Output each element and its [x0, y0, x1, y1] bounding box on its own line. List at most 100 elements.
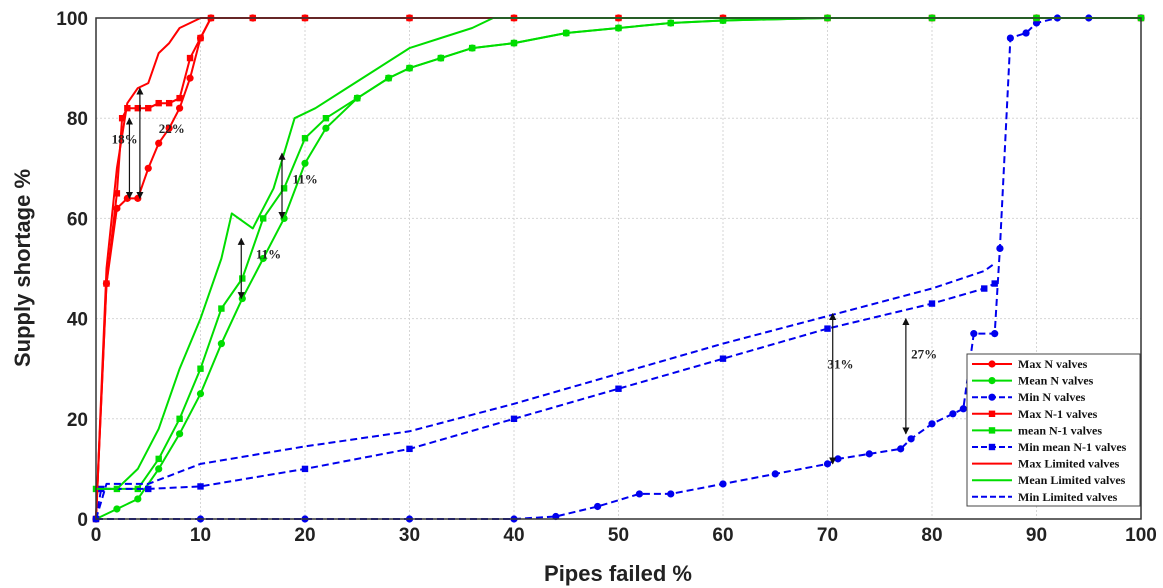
annotation-label: 22%: [159, 121, 185, 136]
series-8: [95, 262, 996, 520]
annotation-label: 11%: [292, 171, 317, 186]
data-point: [719, 355, 727, 362]
data-point: [145, 485, 152, 493]
x-tick-label: 90: [1026, 525, 1047, 546]
legend-entry: Max N valves: [1018, 357, 1088, 371]
legend-marker: [988, 410, 996, 417]
legend-marker: [988, 360, 996, 368]
x-tick-label: 50: [608, 525, 629, 546]
data-point: [186, 74, 194, 82]
data-point: [218, 305, 225, 312]
data-point: [865, 450, 873, 458]
x-tick-label: 20: [294, 525, 315, 546]
y-tick-label: 60: [67, 209, 88, 230]
legend: Max N valves Mean N valves Min N valves Max…: [966, 353, 1141, 507]
legend-entry: Min N valves: [1018, 390, 1086, 404]
data-point: [996, 244, 1004, 253]
data-point: [406, 445, 413, 453]
data-point: [176, 94, 183, 102]
legend-entry: Mean N valves: [1018, 374, 1094, 388]
data-point: [928, 300, 936, 307]
data-point: [771, 470, 779, 478]
data-point: [437, 54, 445, 62]
data-point: [155, 139, 163, 147]
data-point: [165, 124, 173, 132]
x-tick-label: 10: [190, 525, 211, 546]
legend-marker: [988, 393, 996, 401]
data-point: [959, 405, 967, 413]
tick-labels: 0 10 20 30 40 50 60 70 80 90 100 0 20 40 60 80 100: [56, 9, 1157, 546]
x-tick-label: 40: [503, 525, 524, 546]
annotation-label: 27%: [911, 347, 937, 362]
data-point: [510, 39, 518, 47]
data-point: [635, 490, 644, 498]
data-point: [196, 390, 205, 398]
legend-entry: Max Limited valves: [1018, 457, 1120, 471]
data-point: [134, 495, 142, 503]
y-axis-label: Supply shortage %: [10, 169, 35, 367]
data-point: [322, 115, 330, 122]
data-point: [176, 104, 184, 112]
legend-entry: Mean Limited valves: [1018, 473, 1126, 487]
data-point: [354, 94, 361, 102]
data-point: [176, 430, 184, 438]
x-tick-label: 80: [921, 525, 942, 546]
annotations: 18% 22% 11% 11% 31% 27%: [112, 87, 937, 465]
data-point: [563, 29, 570, 37]
data-point: [1032, 19, 1041, 27]
data-point: [981, 285, 988, 292]
plot-frame: [95, 17, 1142, 520]
data-point: [834, 455, 842, 463]
series-2: [92, 14, 1145, 523]
x-axis-label: Pipes failed %: [544, 561, 692, 586]
data-point: [260, 215, 267, 222]
y-tick-label: 20: [67, 410, 88, 431]
y-tick-label: 40: [67, 310, 88, 331]
data-point: [186, 54, 194, 62]
data-point: [301, 135, 309, 142]
data-point: [176, 415, 183, 422]
data-point: [510, 415, 518, 422]
legend-entry: mean N-1 valves: [1018, 423, 1102, 437]
data-point: [113, 190, 121, 197]
data-point: [144, 164, 152, 172]
data-point: [991, 280, 998, 287]
data-point: [385, 74, 392, 82]
series-line: [96, 17, 1141, 520]
data-point: [897, 445, 905, 453]
annotation-label: 11%: [256, 246, 281, 261]
data-point: [469, 44, 476, 52]
data-point: [824, 325, 831, 332]
data-point: [197, 483, 204, 490]
data-point: [165, 99, 173, 107]
data-point: [615, 385, 622, 392]
data-point: [719, 480, 727, 488]
data-point: [991, 330, 999, 338]
y-tick-label: 100: [56, 9, 88, 30]
data-point: [907, 435, 915, 443]
series-line: [96, 17, 1141, 490]
annotation-label: 18%: [112, 131, 138, 146]
data-point: [197, 365, 204, 372]
x-tick-label: 0: [91, 525, 102, 546]
data-point: [1006, 34, 1014, 42]
legend-marker: [988, 427, 996, 434]
data-point: [238, 294, 246, 303]
data-point: [406, 64, 413, 72]
series-line: [95, 262, 996, 520]
data-point: [322, 124, 330, 132]
data-point: [667, 490, 675, 498]
data-point: [155, 465, 163, 473]
x-tick-label: 30: [399, 525, 420, 546]
x-tick-label: 100: [1125, 525, 1157, 546]
data-point: [118, 115, 126, 122]
data-point: [970, 330, 978, 338]
legend-entry: Max N-1 valves: [1018, 407, 1098, 421]
data-point: [145, 104, 152, 112]
data-point: [155, 455, 162, 463]
data-point: [217, 340, 225, 348]
data-point: [301, 159, 309, 167]
data-point: [667, 19, 674, 27]
data-point: [1022, 29, 1030, 37]
